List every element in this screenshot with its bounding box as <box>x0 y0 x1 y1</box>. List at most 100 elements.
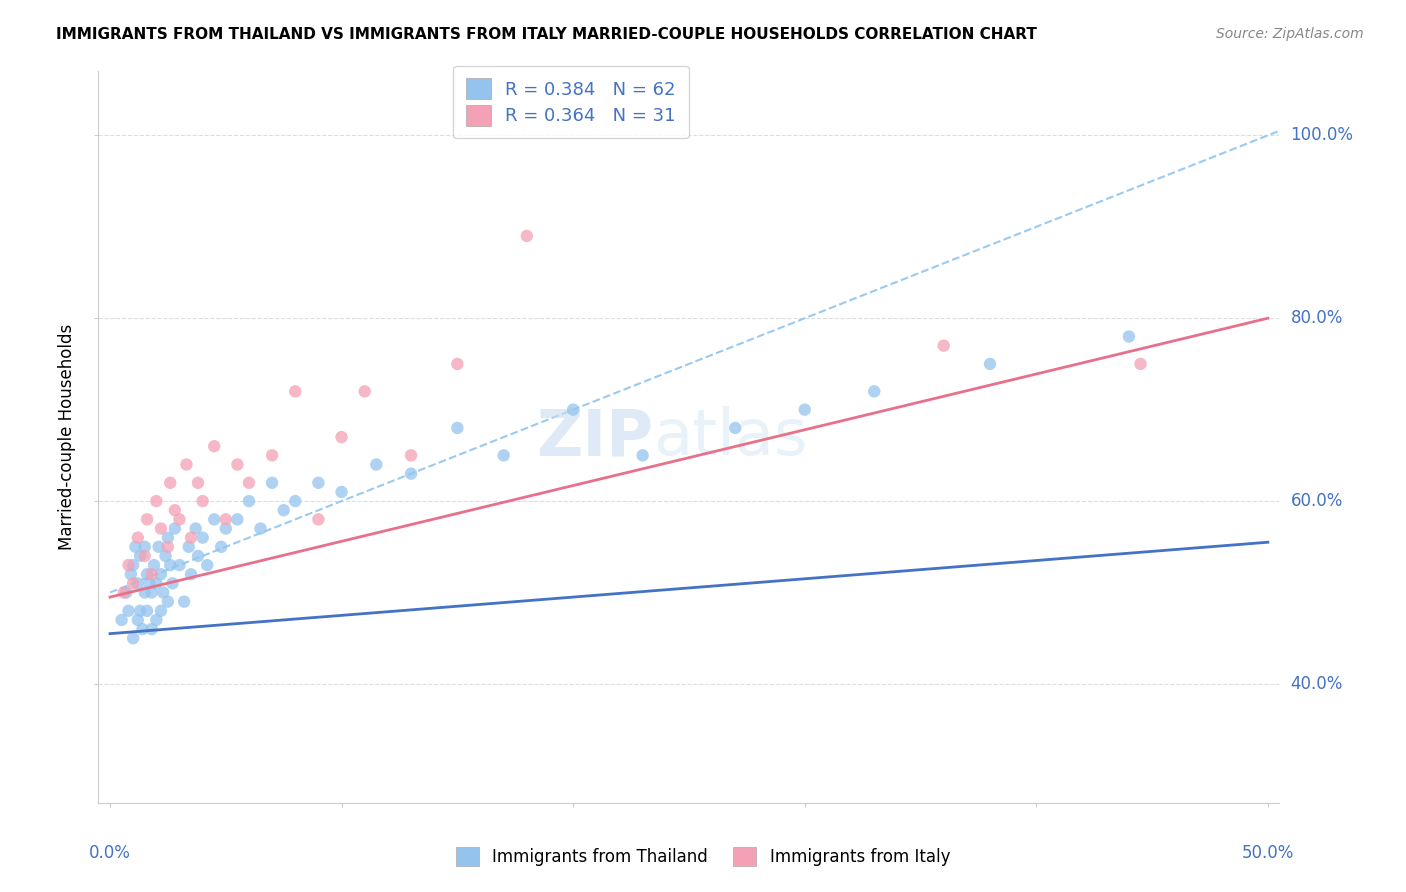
Point <box>180 531 202 545</box>
Point <box>134 540 156 554</box>
Point <box>169 512 191 526</box>
Point <box>136 512 159 526</box>
Point <box>149 522 172 536</box>
Point <box>184 522 207 536</box>
Point <box>122 576 145 591</box>
Point <box>209 540 232 554</box>
Text: Source: ZipAtlas.com: Source: ZipAtlas.com <box>1216 27 1364 41</box>
Point <box>155 549 177 563</box>
Point <box>330 430 353 444</box>
Point <box>284 384 307 399</box>
Point <box>202 439 225 453</box>
Legend: Immigrants from Thailand, Immigrants from Italy: Immigrants from Thailand, Immigrants fro… <box>447 838 959 875</box>
Point <box>1129 357 1152 371</box>
Point <box>307 512 329 526</box>
Point <box>177 540 200 554</box>
Text: ZIP: ZIP <box>537 406 654 468</box>
Point <box>127 576 149 591</box>
Point <box>195 558 218 573</box>
Point <box>631 448 654 462</box>
Point <box>1118 329 1140 343</box>
Point <box>115 585 138 599</box>
Point <box>112 585 135 599</box>
Point <box>145 613 167 627</box>
Point <box>562 402 585 417</box>
Point <box>262 475 284 490</box>
Point <box>129 604 152 618</box>
Point <box>284 494 307 508</box>
Point <box>162 576 184 591</box>
Point <box>187 549 209 563</box>
Point <box>156 540 179 554</box>
Point <box>173 595 195 609</box>
Point <box>163 522 186 536</box>
Point <box>307 475 329 490</box>
Point <box>117 558 139 573</box>
Point <box>134 585 156 599</box>
Point <box>399 467 422 481</box>
Point <box>226 458 249 472</box>
Point <box>724 421 747 435</box>
Point <box>141 585 163 599</box>
Point <box>793 402 815 417</box>
Text: 50.0%: 50.0% <box>1241 845 1294 863</box>
Point <box>129 549 152 563</box>
Point <box>148 540 170 554</box>
Point <box>136 567 159 582</box>
Text: IMMIGRANTS FROM THAILAND VS IMMIGRANTS FROM ITALY MARRIED-COUPLE HOUSEHOLDS CORR: IMMIGRANTS FROM THAILAND VS IMMIGRANTS F… <box>56 27 1038 42</box>
Point <box>238 494 260 508</box>
Point <box>446 357 468 371</box>
Point <box>117 604 139 618</box>
Point <box>127 613 149 627</box>
Point <box>249 522 271 536</box>
Legend: R = 0.384   N = 62, R = 0.364   N = 31: R = 0.384 N = 62, R = 0.364 N = 31 <box>453 66 689 138</box>
Point <box>273 503 295 517</box>
Point <box>238 475 260 490</box>
Point <box>149 567 172 582</box>
Point <box>145 576 167 591</box>
Point <box>138 576 160 591</box>
Text: 60.0%: 60.0% <box>1291 492 1343 510</box>
Point <box>169 558 191 573</box>
Point <box>131 622 153 636</box>
Point <box>202 512 225 526</box>
Point <box>180 567 202 582</box>
Point <box>262 448 284 462</box>
Point <box>149 604 172 618</box>
Y-axis label: Married-couple Households: Married-couple Households <box>58 324 76 550</box>
Point <box>446 421 468 435</box>
Point <box>156 531 179 545</box>
Point <box>124 540 146 554</box>
Text: atlas: atlas <box>654 406 808 468</box>
Point <box>134 549 156 563</box>
Point <box>122 632 145 646</box>
Point <box>932 338 955 352</box>
Point <box>152 585 174 599</box>
Point <box>136 604 159 618</box>
Point <box>187 475 209 490</box>
Point <box>366 458 388 472</box>
Point <box>156 595 179 609</box>
Point <box>979 357 1001 371</box>
Point <box>492 448 515 462</box>
Point <box>191 494 214 508</box>
Point <box>191 531 214 545</box>
Point <box>863 384 886 399</box>
Point <box>353 384 375 399</box>
Text: 40.0%: 40.0% <box>1291 675 1343 693</box>
Point <box>159 475 181 490</box>
Point <box>143 558 166 573</box>
Text: 80.0%: 80.0% <box>1291 310 1343 327</box>
Point <box>226 512 249 526</box>
Point <box>110 613 132 627</box>
Point <box>120 567 142 582</box>
Point <box>176 458 198 472</box>
Point <box>215 522 238 536</box>
Point <box>122 558 145 573</box>
Point <box>516 228 538 243</box>
Point <box>215 512 238 526</box>
Text: 100.0%: 100.0% <box>1291 127 1354 145</box>
Point <box>159 558 181 573</box>
Point <box>141 567 163 582</box>
Point <box>163 503 186 517</box>
